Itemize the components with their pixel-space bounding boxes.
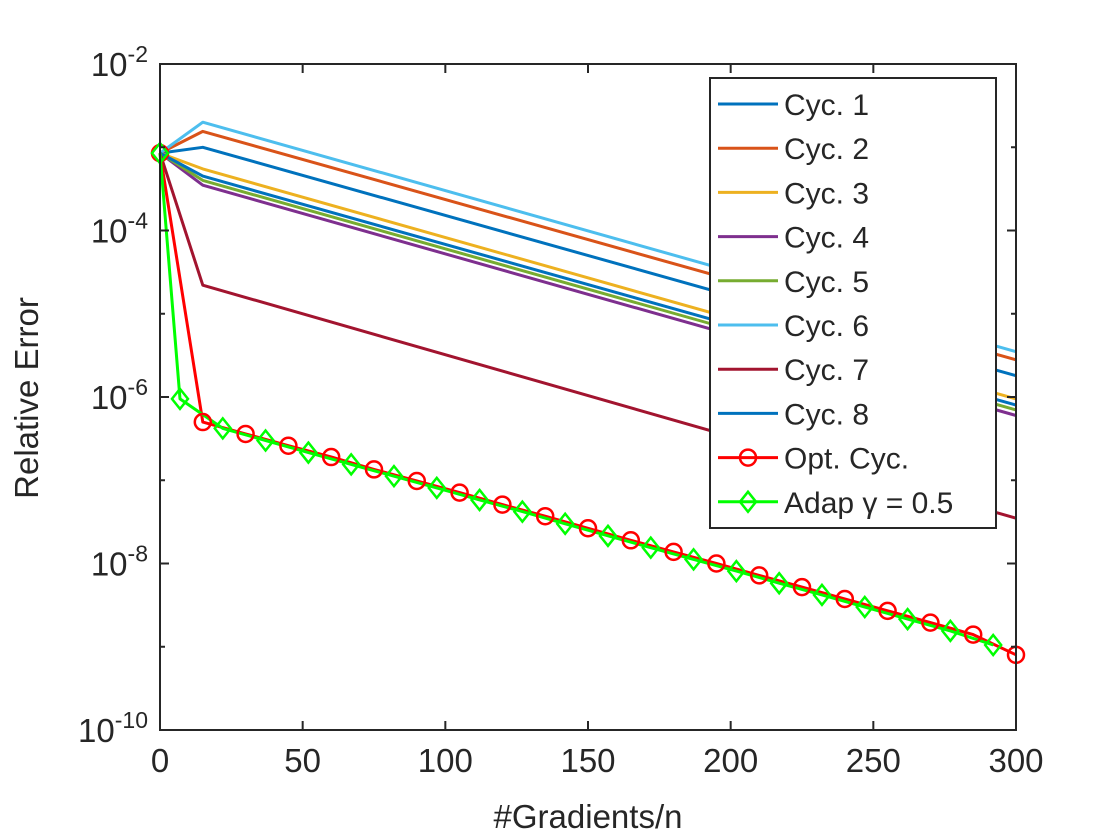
legend-marker-10	[738, 489, 758, 514]
series-9-point-16	[792, 577, 812, 597]
series-9-point-7	[407, 471, 427, 491]
y-tick-label-1: 10-2	[91, 41, 148, 83]
series-10-point-5	[298, 440, 318, 465]
series-10-point-8	[427, 475, 447, 500]
series-9-point-19	[921, 613, 940, 632]
series-9-point-2	[193, 412, 213, 432]
series-9-point-10	[535, 506, 555, 526]
x-tick-label-2: 50	[284, 742, 321, 779]
x-tick-label-7: 300	[988, 742, 1043, 779]
y-tick-label-2: 10-4	[91, 208, 148, 250]
series-10-point-3	[213, 416, 233, 441]
series-9-point-18	[878, 601, 897, 621]
legend: Cyc. 1 Cyc. 2 Cyc. 3 Cyc. 4 Cyc. 5 Cyc. 6 Cyc.…	[709, 77, 997, 529]
series-10-point-19	[897, 607, 918, 632]
series-9-point-11	[578, 519, 598, 538]
series-10-point-7	[384, 464, 404, 489]
series-9-point-15	[749, 566, 769, 585]
series-10-point-13	[641, 535, 661, 560]
series-9-point-6	[364, 460, 384, 479]
x-axis-label: #Gradients/n	[494, 798, 683, 835]
legend-label-8: Cyc. 8	[784, 398, 869, 431]
legend-label-7: Cyc. 7	[784, 354, 869, 387]
series-10-point-10	[512, 499, 532, 524]
series-10-point-9	[469, 487, 490, 512]
series-10-point-12	[598, 523, 618, 548]
series-10-point-2	[170, 386, 190, 411]
y-tick-label-5: 10-10	[78, 707, 148, 749]
series-10-point-21	[983, 632, 1003, 657]
series-9-point-3	[236, 424, 255, 444]
legend-label-1: Cyc. 1	[784, 89, 869, 122]
series-10-point-18	[855, 595, 875, 620]
x-tick-label-4: 150	[560, 742, 615, 779]
axes-layer: 0 50 100 150 200 250 300 10-2 10-4 10-6 10-8 10-10	[78, 41, 1044, 779]
series-10-point-11	[555, 511, 575, 536]
series-10-point-16	[769, 571, 789, 596]
x-tick-label-1: 0	[151, 742, 169, 779]
legend-label-10: Adap γ = 0.5	[784, 487, 953, 520]
legend-label-6: Cyc. 6	[784, 310, 869, 343]
legend-label-4: Cyc. 4	[784, 222, 869, 255]
legend-label-2: Cyc. 2	[784, 133, 869, 166]
series-9-point-14	[707, 554, 726, 573]
legend-box	[709, 77, 997, 529]
series-9-point-5	[321, 447, 341, 467]
series-9-point-20	[963, 625, 983, 644]
legend-marker-9	[738, 448, 758, 467]
series-9-point-8	[450, 483, 469, 502]
series-9-point-9	[493, 495, 512, 514]
x-tick-label-6: 250	[846, 742, 901, 779]
series-9-point-4	[279, 436, 298, 455]
series-10-point-17	[812, 582, 832, 607]
y-tick-label-4: 10-8	[91, 541, 148, 583]
series-9-point-13	[664, 542, 683, 562]
legend-label-5: Cyc. 5	[784, 266, 869, 299]
y-tick-label-3: 10-6	[91, 374, 148, 416]
x-tick-label-3: 100	[418, 742, 473, 779]
series-10-point-20	[940, 618, 960, 643]
series-10-point-6	[341, 452, 361, 477]
legend-label-3: Cyc. 3	[784, 177, 869, 210]
series-10-point-15	[726, 559, 746, 584]
series-9-point-17	[835, 589, 855, 609]
legend-label-9: Opt. Cyc.	[784, 443, 909, 476]
series-10-point-4	[255, 428, 276, 453]
series-9-point-12	[621, 531, 641, 550]
x-tick-label-5: 200	[703, 742, 758, 779]
series-10-point-14	[683, 547, 704, 572]
y-axis-label: Relative Error	[8, 297, 45, 499]
